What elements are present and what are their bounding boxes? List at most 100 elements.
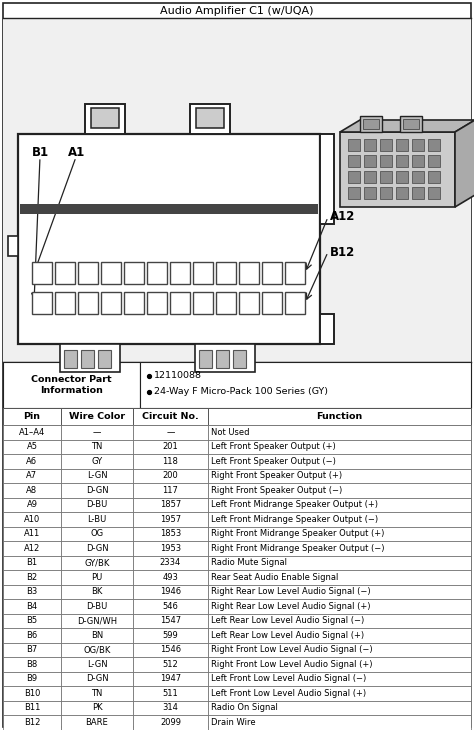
Text: B12: B12 [24,718,40,727]
Bar [61,526,133,541]
Bar [133,541,208,556]
Bar [124,262,144,284]
Bar [208,642,471,657]
Text: —: — [166,428,175,437]
Text: Left Rear Low Level Audio Signal (+): Left Rear Low Level Audio Signal (+) [211,631,364,639]
Bar [3,599,61,613]
Text: 2099: 2099 [160,718,181,727]
Text: B10: B10 [24,688,40,698]
Text: B2: B2 [27,573,37,582]
Bar [3,469,61,483]
Bar [208,686,471,701]
Text: Right Front Speaker Output (−): Right Front Speaker Output (−) [211,485,342,495]
Bar [3,613,61,628]
Text: B6: B6 [27,631,37,639]
Bar [32,262,52,284]
Text: B8: B8 [27,660,37,669]
Bar [216,292,236,314]
Text: 24-Way F Micro-Pack 100 Series (GY): 24-Way F Micro-Pack 100 Series (GY) [154,388,328,396]
Bar [208,498,471,512]
Text: A9: A9 [27,500,37,510]
Text: Right Rear Low Level Audio Signal (−): Right Rear Low Level Audio Signal (−) [211,587,371,596]
Text: GY: GY [91,457,102,466]
Text: Not Used: Not Used [211,428,249,437]
Bar [428,139,440,151]
Text: D-BU: D-BU [86,500,108,510]
Text: L-GN: L-GN [87,660,107,669]
Bar [140,362,471,408]
Text: 1957: 1957 [160,515,181,523]
Bar [428,155,440,167]
Bar [400,116,422,132]
Text: OG: OG [91,529,103,538]
Polygon shape [455,120,474,207]
Bar [208,483,471,498]
Text: Circuit No.: Circuit No. [142,412,199,421]
Text: Right Front Speaker Output (+): Right Front Speaker Output (+) [211,472,342,480]
Text: Right Front Low Level Audio Signal (+): Right Front Low Level Audio Signal (+) [211,660,373,669]
Bar [133,425,208,439]
Text: PK: PK [91,703,102,712]
Bar [3,642,61,657]
Text: 512: 512 [163,660,178,669]
Text: A1–A4: A1–A4 [19,428,45,437]
Bar [133,570,208,585]
Bar [396,155,408,167]
Bar [147,262,167,284]
Bar [208,526,471,541]
Bar [3,408,61,425]
Bar [208,425,471,439]
Text: Right Rear Low Level Audio Signal (+): Right Rear Low Level Audio Signal (+) [211,602,371,611]
Bar [170,292,190,314]
Bar [364,171,376,183]
Bar [61,672,133,686]
Bar [285,292,305,314]
Bar [61,570,133,585]
Text: 1857: 1857 [160,500,181,510]
Text: BARE: BARE [86,718,109,727]
Bar [193,262,213,284]
Bar [380,155,392,167]
Bar [340,132,455,207]
Bar [61,498,133,512]
Bar [147,292,167,314]
Bar [133,642,208,657]
Bar [216,262,236,284]
Bar [55,262,75,284]
Text: A7: A7 [27,472,37,480]
Text: Left Front Speaker Output (−): Left Front Speaker Output (−) [211,457,336,466]
Text: Right Front Midrange Speaker Output (+): Right Front Midrange Speaker Output (+) [211,529,384,538]
Text: Pin: Pin [24,412,40,421]
Bar [428,171,440,183]
Bar [133,469,208,483]
Text: Rear Seat Audio Enable Signal: Rear Seat Audio Enable Signal [211,573,338,582]
Text: BK: BK [91,587,103,596]
Text: 493: 493 [163,573,178,582]
Text: 511: 511 [163,688,178,698]
Text: TN: TN [91,688,103,698]
Bar [3,556,61,570]
Bar [3,672,61,686]
Text: Right Front Low Level Audio Signal (−): Right Front Low Level Audio Signal (−) [211,645,373,654]
Bar [3,657,61,672]
Bar [133,672,208,686]
Text: A12: A12 [24,544,40,553]
Bar [61,599,133,613]
Bar [133,454,208,469]
Bar [3,585,61,599]
Bar [3,541,61,556]
Bar [133,657,208,672]
Bar [133,512,208,526]
Text: B9: B9 [27,675,37,683]
Bar [133,498,208,512]
Bar [61,483,133,498]
Bar [133,599,208,613]
Bar [208,512,471,526]
Text: D-GN: D-GN [86,544,109,553]
Bar [208,613,471,628]
Bar [195,344,255,372]
Bar [239,292,259,314]
Bar [61,541,133,556]
Bar [61,512,133,526]
Text: Audio Amplifier C1 (w/UQA): Audio Amplifier C1 (w/UQA) [160,6,314,15]
